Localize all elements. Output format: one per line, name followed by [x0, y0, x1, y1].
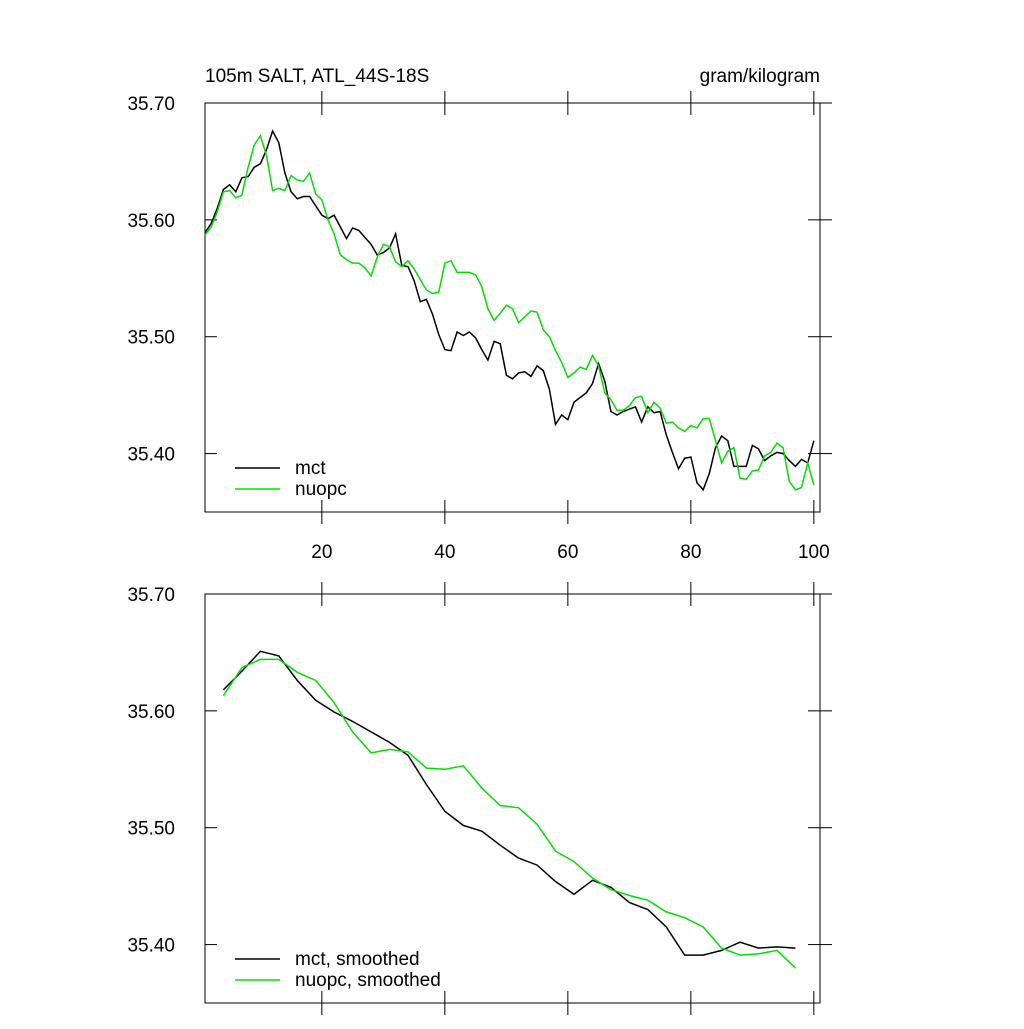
series-line	[204, 129, 815, 492]
x-tick-label: 40	[434, 542, 455, 563]
legend-label: mct, smoothed	[295, 949, 420, 970]
y-tick-label: 35.60	[127, 211, 175, 232]
y-tick-label: 35.40	[127, 936, 175, 957]
x-tick-label: 20	[311, 542, 332, 563]
legend-label: nuopc, smoothed	[295, 970, 441, 991]
y-tick-label: 35.50	[127, 328, 175, 349]
x-tick-label: 80	[680, 542, 701, 563]
plot-frame	[204, 102, 821, 513]
y-tick-label: 35.40	[127, 445, 175, 466]
y-tick-label: 35.60	[127, 702, 175, 723]
x-tick-label: 60	[557, 542, 578, 563]
y-tick-label: 35.50	[127, 819, 175, 840]
y-tick-label: 35.70	[127, 94, 175, 115]
series-line	[204, 133, 815, 491]
x-tick-label: 100	[798, 542, 830, 563]
legend-label: nuopc	[295, 479, 347, 500]
series-line	[222, 650, 796, 956]
series-line	[222, 658, 796, 969]
plot-frame	[204, 593, 821, 1004]
y-tick-label: 35.70	[127, 585, 175, 606]
legend-label: mct	[295, 458, 326, 479]
units-label: gram/kilogram	[700, 66, 820, 87]
chart-title: 105m SALT, ATL_44S-18S	[205, 66, 429, 87]
